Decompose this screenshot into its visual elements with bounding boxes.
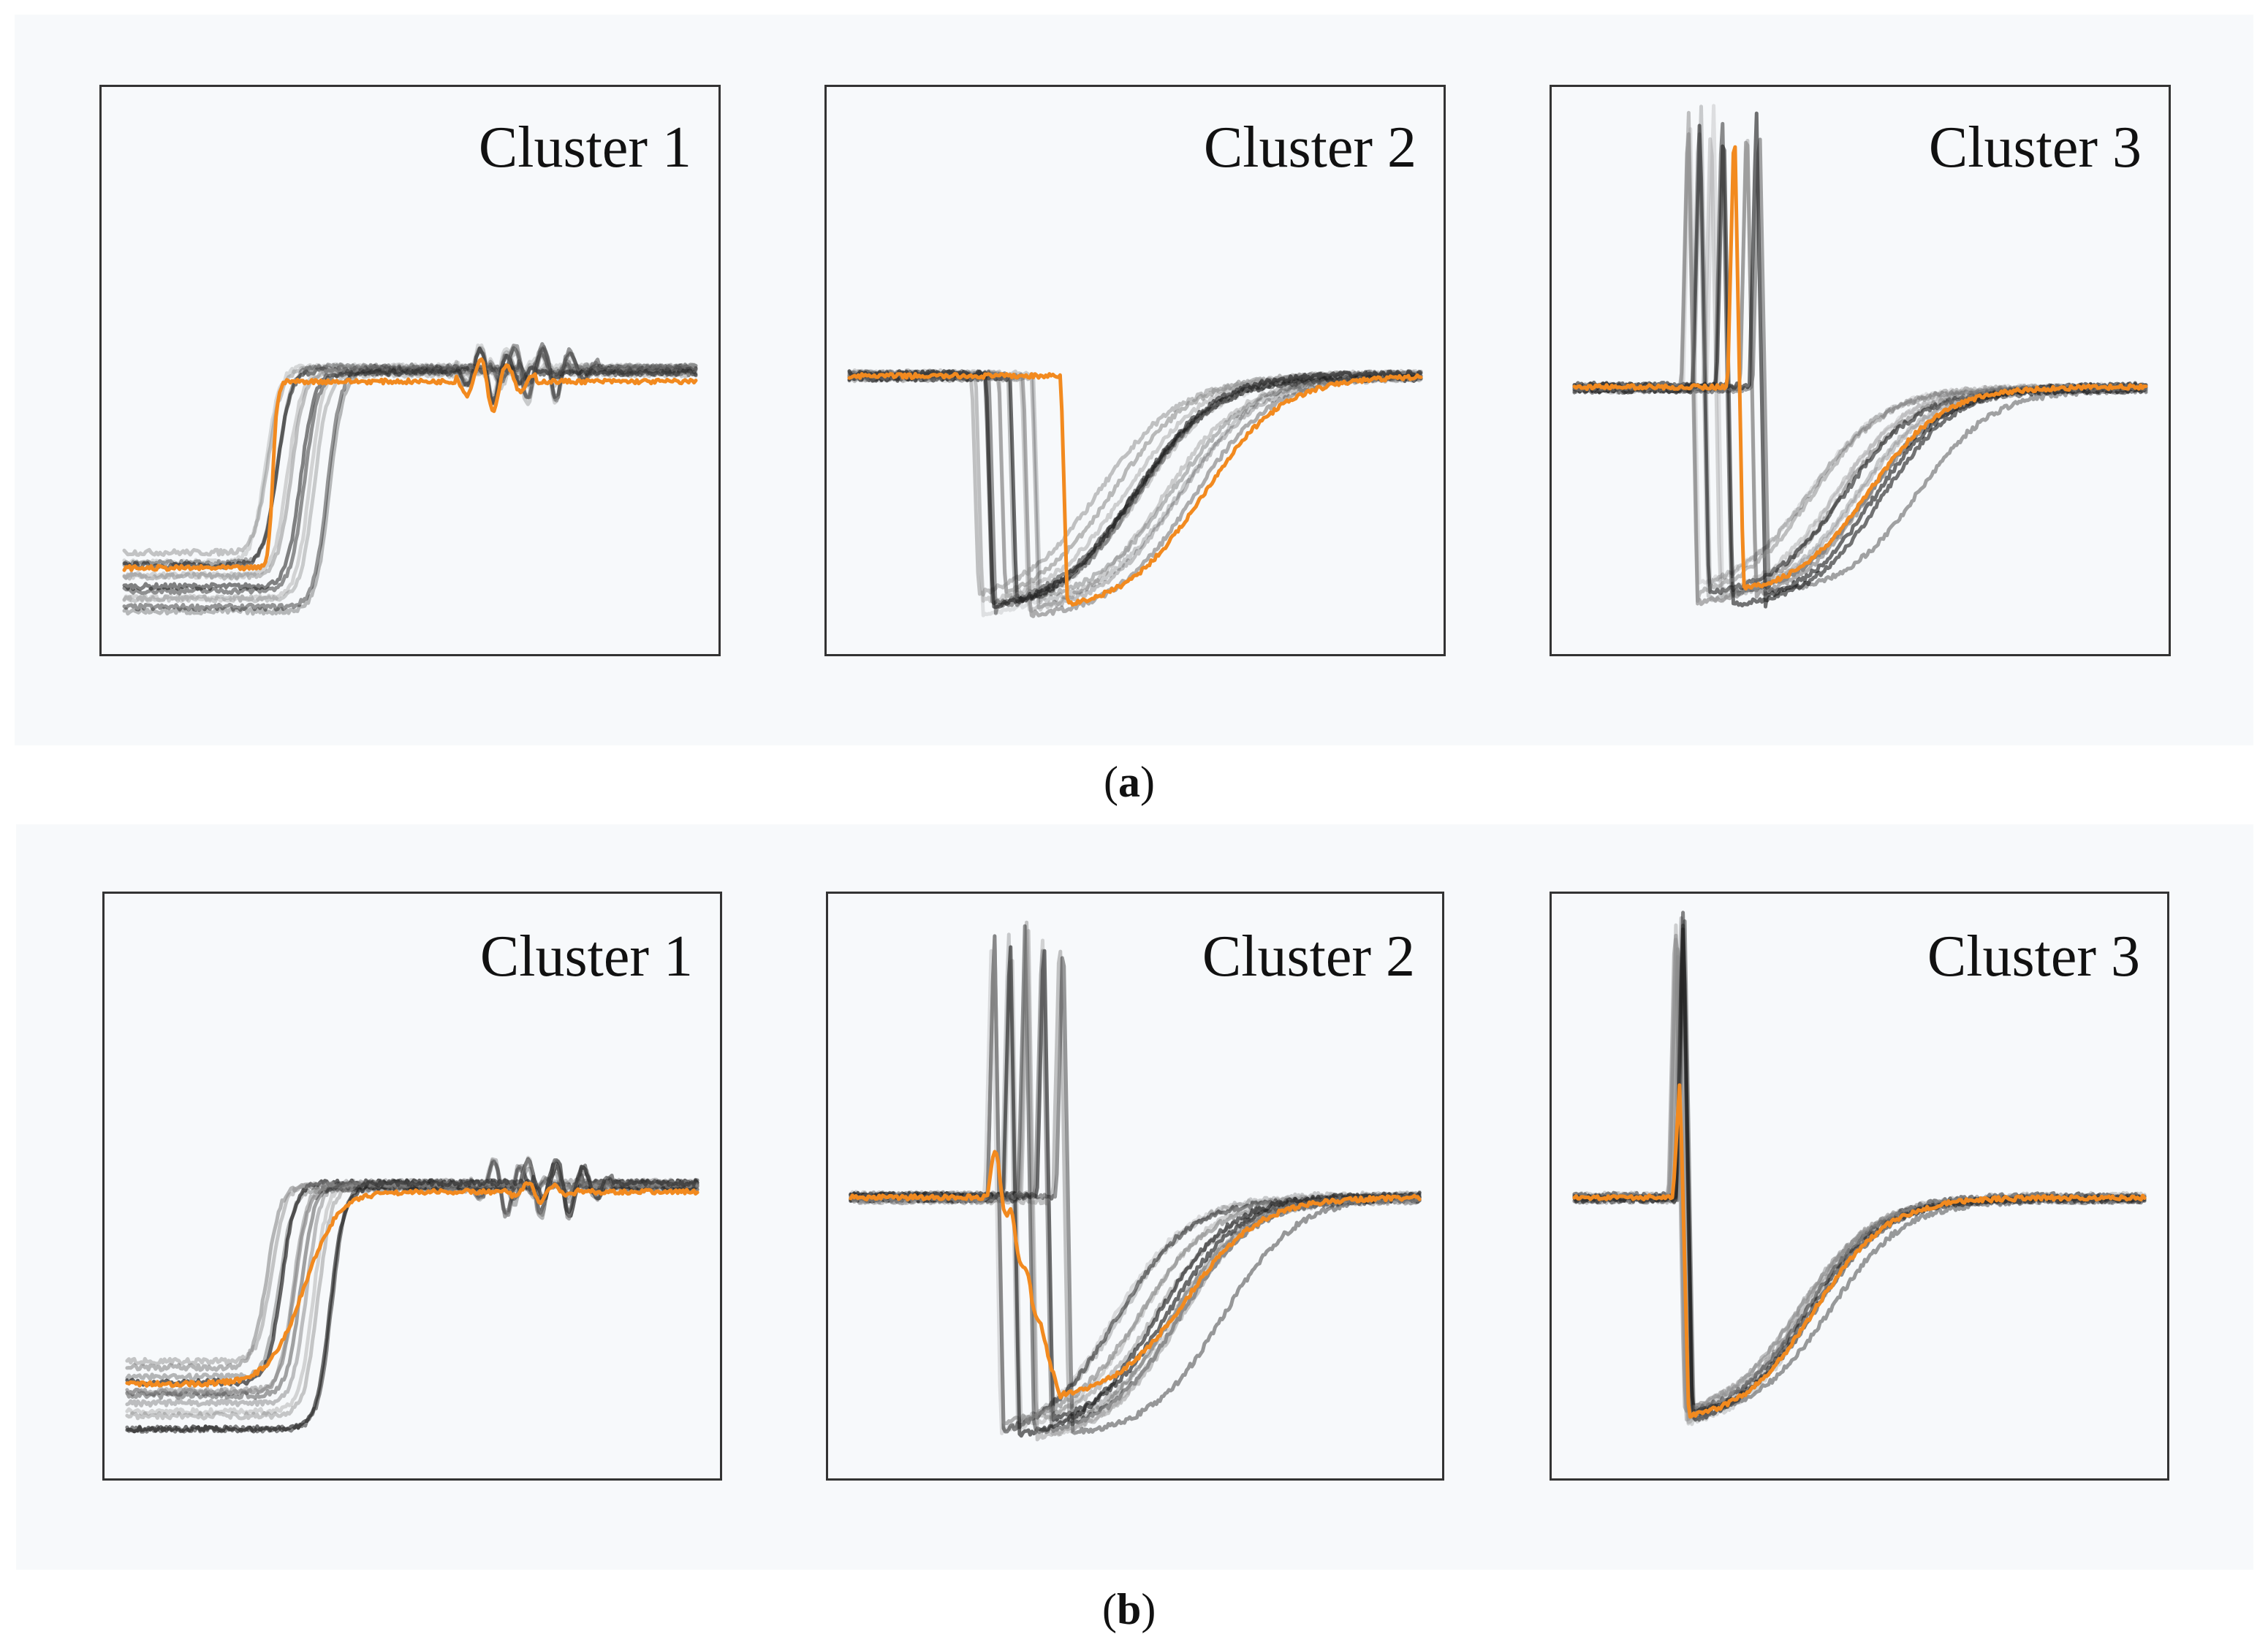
traces-group <box>849 920 1422 1442</box>
member-trace <box>125 1166 699 1382</box>
member-trace <box>1572 111 2148 609</box>
member-trace <box>847 371 1423 604</box>
plot-row-b-cluster-1: Cluster 1 <box>102 892 722 1481</box>
member-trace <box>122 347 698 616</box>
caption-open: ( <box>1102 1585 1117 1633</box>
member-trace <box>1572 947 2147 1424</box>
member-trace <box>1572 144 2148 608</box>
member-trace <box>1572 923 2147 1417</box>
traces-group <box>847 368 1423 618</box>
chart-svg: Cluster 2 <box>824 85 1446 656</box>
member-trace <box>1572 916 2147 1412</box>
member-trace <box>125 1158 699 1434</box>
chart-svg: Cluster 3 <box>1550 85 2171 656</box>
member-trace <box>847 369 1423 609</box>
member-trace <box>122 346 698 596</box>
highlight-trace <box>847 372 1423 607</box>
chart-svg: Cluster 1 <box>102 892 722 1481</box>
member-trace <box>122 347 698 580</box>
member-trace <box>1572 927 2147 1422</box>
plot-frame <box>1550 892 2169 1481</box>
member-trace <box>1572 121 2148 597</box>
member-trace <box>847 373 1423 604</box>
member-trace <box>1572 132 2148 607</box>
member-trace <box>847 374 1423 597</box>
member-trace <box>849 920 1422 1420</box>
member-trace <box>847 369 1423 599</box>
plot-row-a-cluster-2: Cluster 2 <box>824 85 1446 656</box>
cluster-label: Cluster 3 <box>1929 115 2142 180</box>
member-trace <box>1572 137 2148 594</box>
caption-open: ( <box>1104 758 1118 806</box>
caption-letter: b <box>1116 1585 1142 1633</box>
member-trace <box>1572 933 2147 1413</box>
plot-row-a-cluster-1: Cluster 1 <box>99 85 721 656</box>
caption-letter: a <box>1118 758 1140 806</box>
highlight-trace <box>1572 145 2148 591</box>
traces-group <box>1572 104 2148 609</box>
member-trace <box>122 343 698 604</box>
plot-row-b-cluster-3: Cluster 3 <box>1550 892 2169 1481</box>
highlight-trace <box>1572 1083 2147 1419</box>
highlight-trace <box>125 1181 699 1388</box>
plot-frame <box>826 892 1444 1481</box>
cluster-label: Cluster 2 <box>1204 115 1416 180</box>
traces-group <box>125 1155 699 1434</box>
chart-svg: Cluster 3 <box>1550 892 2169 1481</box>
plot-frame <box>102 892 722 1481</box>
member-trace <box>847 368 1423 604</box>
member-trace <box>847 369 1423 604</box>
cluster-label: Cluster 3 <box>1927 924 2140 989</box>
cluster-label: Cluster 2 <box>1202 924 1415 989</box>
plot-row-a-cluster-3: Cluster 3 <box>1550 85 2171 656</box>
member-trace <box>1572 919 2147 1416</box>
chart-svg: Cluster 2 <box>826 892 1444 1481</box>
member-trace <box>122 342 698 612</box>
plot-frame <box>1550 85 2171 656</box>
member-trace <box>1572 137 2148 595</box>
traces-group <box>122 342 698 616</box>
caption-a: (a) <box>1104 757 1155 808</box>
cluster-label: Cluster 1 <box>479 115 691 180</box>
plot-row-b-cluster-2: Cluster 2 <box>826 892 1444 1481</box>
plot-frame <box>824 85 1446 656</box>
member-trace <box>847 373 1423 605</box>
cluster-label: Cluster 1 <box>480 924 693 989</box>
highlight-trace <box>849 1150 1422 1399</box>
plot-frame <box>99 85 721 656</box>
caption-b: (b) <box>1102 1584 1156 1635</box>
member-trace <box>122 346 698 591</box>
member-trace <box>1572 124 2148 596</box>
chart-svg: Cluster 1 <box>99 85 721 656</box>
member-trace <box>122 346 698 557</box>
member-trace <box>1572 923 2147 1413</box>
traces-group <box>1572 911 2147 1426</box>
member-trace <box>125 1159 699 1396</box>
member-trace <box>122 343 698 567</box>
highlight-trace <box>122 357 698 572</box>
caption-close: ) <box>1141 1585 1156 1633</box>
member-trace <box>1572 938 2147 1422</box>
member-trace <box>1572 955 2147 1426</box>
caption-close: ) <box>1139 758 1155 806</box>
member-trace <box>122 343 698 569</box>
member-trace <box>122 351 698 604</box>
